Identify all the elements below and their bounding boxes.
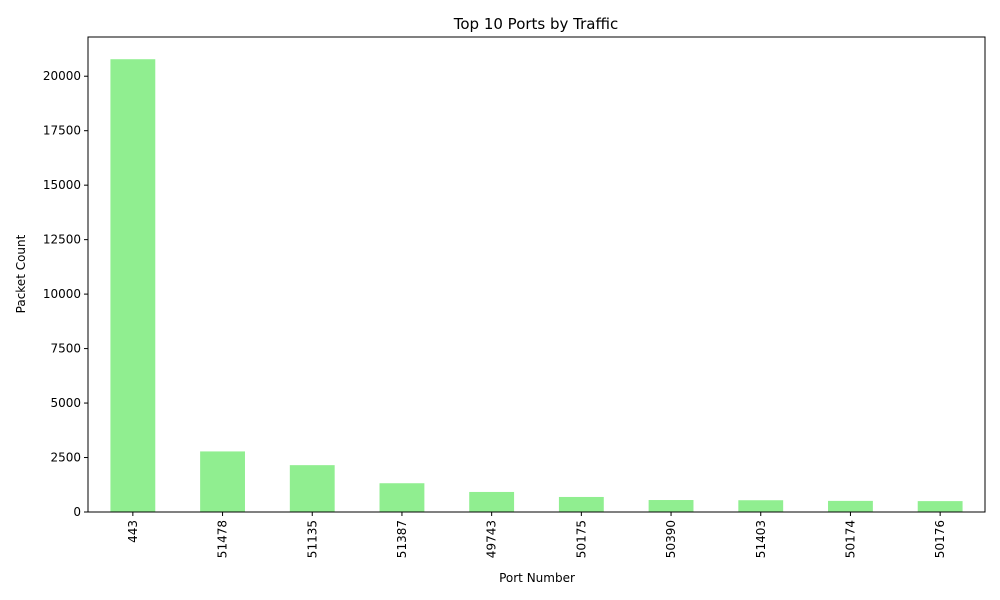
y-tick-label: 12500 xyxy=(43,233,81,247)
bar-port-51403 xyxy=(738,500,784,512)
y-tick-label: 0 xyxy=(73,505,81,519)
x-tick-label: 51478 xyxy=(216,520,230,558)
bars-group xyxy=(110,59,963,513)
bar-port-50390 xyxy=(648,500,694,512)
y-axis: 0 2500 5000 7500 10000 12500 15000 17500 20000 xyxy=(43,69,88,519)
y-tick-label: 5000 xyxy=(50,396,81,410)
chart-title: Top 10 Ports by Traffic xyxy=(453,15,619,33)
x-tick-label: 51135 xyxy=(305,520,319,558)
x-tick-label: 51403 xyxy=(754,520,768,558)
x-tick-label: 50175 xyxy=(574,520,588,558)
bar-port-50175 xyxy=(558,496,604,512)
y-tick-label: 10000 xyxy=(43,287,81,301)
x-tick-label: 49743 xyxy=(485,520,499,558)
y-tick-label: 20000 xyxy=(43,69,81,83)
bar-port-51478 xyxy=(200,451,245,512)
x-axis: 443 51478 51135 51387 49743 50175 50390 51403 50… xyxy=(126,512,947,558)
y-tick-label: 15000 xyxy=(43,178,81,192)
bar-port-50174 xyxy=(828,500,873,512)
bar-port-443 xyxy=(110,59,156,513)
y-tick-label: 17500 xyxy=(43,124,81,138)
x-tick-label: 50174 xyxy=(843,520,857,558)
bar-port-51135 xyxy=(289,465,335,512)
x-tick-label: 50390 xyxy=(664,520,678,558)
y-tick-label: 7500 xyxy=(50,342,81,356)
x-tick-label: 50176 xyxy=(933,520,947,558)
x-tick-label: 51387 xyxy=(395,520,409,558)
y-tick-label: 2500 xyxy=(50,451,81,465)
bar-port-49743 xyxy=(469,491,515,512)
x-tick-label: 443 xyxy=(126,520,140,543)
bar-port-50176 xyxy=(917,501,963,512)
bar-port-51387 xyxy=(379,483,425,512)
y-axis-label: Packet Count xyxy=(14,234,28,313)
plot-frame xyxy=(87,36,986,513)
x-axis-label: Port Number xyxy=(499,571,575,585)
